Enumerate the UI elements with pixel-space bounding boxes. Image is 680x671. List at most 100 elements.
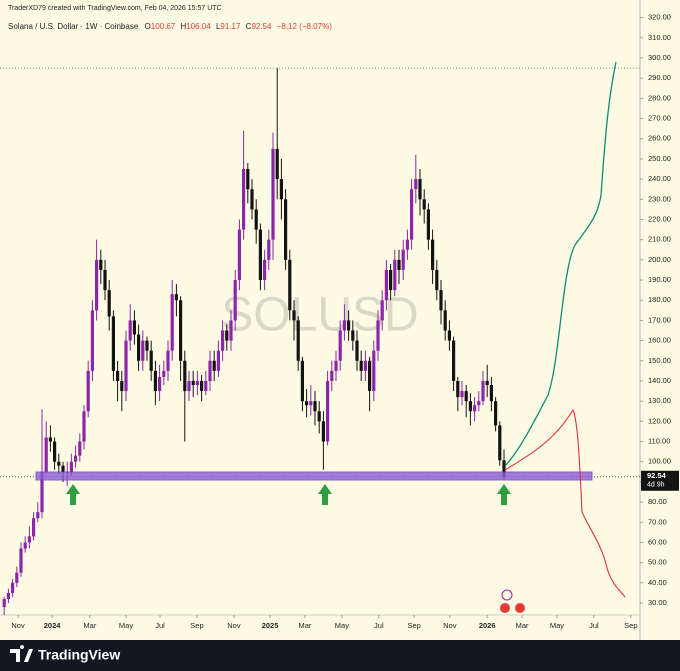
candle-body	[317, 411, 321, 422]
y-tick-label: 220.00	[648, 214, 671, 223]
candle-body	[473, 405, 477, 412]
candle-body	[250, 189, 254, 210]
ohlc-value: 92.54	[251, 22, 272, 31]
candle-body	[15, 572, 19, 583]
support-zone	[35, 471, 593, 481]
candle-body	[145, 340, 149, 351]
candle-body	[78, 441, 82, 456]
candle-body	[410, 189, 414, 240]
x-tick-label: May	[119, 621, 133, 630]
ohlc-label: O	[145, 22, 151, 31]
y-tick-label: 70.00	[648, 517, 667, 526]
candle-body	[284, 199, 288, 260]
candle-body	[426, 209, 431, 240]
candle-body	[19, 548, 23, 573]
x-tick-label: 2024	[44, 621, 62, 630]
arrow	[66, 484, 80, 505]
y-tick-label: 210.00	[648, 235, 671, 244]
candle-body	[368, 360, 372, 392]
y-tick-label: 40.00	[648, 578, 667, 587]
candle-body	[40, 471, 44, 513]
y-tick-label: 130.00	[648, 396, 671, 405]
x-tick-label: Jul	[589, 621, 599, 630]
x-tick-label: 2025	[262, 621, 279, 630]
candle-body	[111, 316, 116, 371]
x-tick-label: 2026	[479, 621, 496, 630]
footer-bar	[0, 640, 680, 671]
x-tick-label: Mar	[298, 621, 311, 630]
y-tick-label: 290.00	[648, 73, 671, 82]
candle-body	[263, 259, 267, 281]
candle-body	[397, 259, 401, 270]
candle-body	[355, 340, 359, 361]
y-tick-label: 190.00	[648, 275, 671, 284]
candle-body	[132, 320, 137, 335]
candle-body	[208, 360, 212, 381]
candle-body	[200, 380, 204, 392]
candle-body	[195, 380, 200, 386]
y-tick-label: 150.00	[648, 356, 671, 365]
candle-body	[246, 169, 250, 190]
x-tick-label: Sep	[407, 621, 420, 630]
candle-body	[464, 391, 468, 402]
candle-body	[170, 294, 174, 351]
x-tick-label: Nov	[443, 621, 457, 630]
candle-body	[338, 330, 342, 361]
candle-body	[489, 385, 494, 402]
candle-body	[494, 401, 498, 426]
x-tick-label: Nov	[227, 621, 241, 630]
projection-up	[504, 61, 617, 467]
candle-body	[456, 380, 460, 398]
x-tick-label: May	[550, 621, 564, 630]
candle-body	[271, 148, 275, 240]
candle-body	[141, 340, 145, 361]
candle-body	[242, 169, 246, 230]
ohlc-value: 91.17	[220, 22, 241, 31]
candle-body	[439, 290, 443, 311]
candle-body	[137, 334, 141, 361]
icon	[501, 589, 513, 601]
candle-body	[221, 330, 225, 351]
icon	[500, 603, 510, 613]
candle-body	[279, 179, 284, 200]
candle-body	[334, 360, 338, 371]
watermark: SOLUSD	[221, 289, 418, 342]
x-tick-label: Mar	[516, 621, 529, 630]
candle-body	[191, 380, 195, 386]
candle-body	[187, 380, 191, 392]
ohlc-label: H	[180, 22, 186, 31]
candle-body	[305, 401, 309, 406]
x-tick-label: Jul	[374, 621, 384, 630]
y-tick-label: 200.00	[648, 255, 671, 264]
y-tick-label: 100.00	[648, 457, 671, 466]
candle-body	[502, 460, 506, 477]
candle-body	[158, 376, 162, 392]
x-tick-label: Sep	[624, 621, 637, 630]
candle-body	[124, 340, 128, 392]
candle-body	[179, 300, 183, 361]
candle-body	[36, 512, 40, 519]
candle-body	[174, 294, 179, 301]
ohlc-label: C	[246, 22, 252, 31]
y-tick-label: 140.00	[648, 376, 671, 385]
candle-body	[380, 300, 384, 321]
y-tick-label: 170.00	[648, 315, 671, 324]
candle-body	[443, 310, 447, 331]
candle-body	[204, 380, 208, 392]
y-tick-label: 320.00	[648, 13, 671, 22]
y-tick-label: 180.00	[648, 295, 671, 304]
y-tick-label: 250.00	[648, 154, 671, 163]
candle-body	[330, 370, 334, 381]
y-tick-label: 80.00	[648, 497, 667, 506]
candle-body	[414, 179, 418, 190]
candle-body	[296, 320, 300, 361]
candle-body	[389, 269, 393, 291]
y-tick-label: 270.00	[648, 114, 671, 123]
candle-body	[300, 360, 305, 402]
candle-body	[485, 380, 489, 386]
candle-body	[48, 437, 53, 442]
candle-body	[309, 401, 313, 406]
arrow	[497, 484, 511, 505]
candle-body	[342, 320, 347, 331]
